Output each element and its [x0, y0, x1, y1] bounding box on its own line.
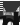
Text: FIG. 1: FIG. 1 [0, 14, 10, 25]
Legend: WB, PL, RC, ACD: WB, PL, RC, ACD [0, 19, 11, 25]
Text: (Cont’d): (Cont’d) [10, 14, 20, 25]
Text: d: d [1, 11, 20, 25]
Text: e: e [1, 22, 20, 25]
